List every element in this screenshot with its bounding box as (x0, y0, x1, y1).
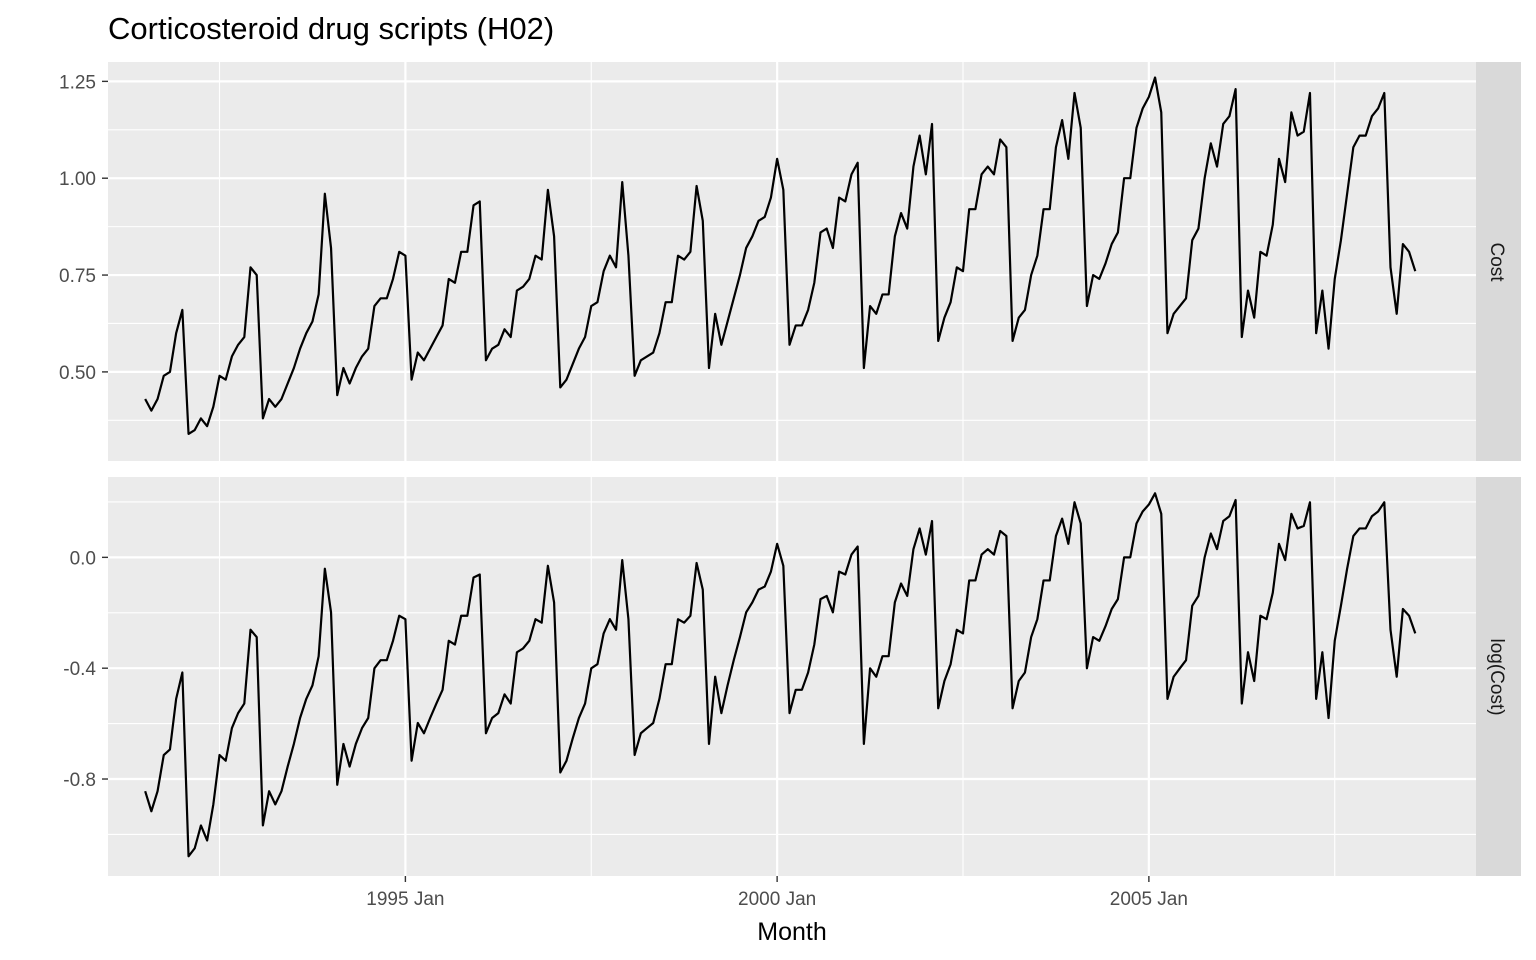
strip-cost (1476, 62, 1521, 461)
panel-log-cost-background (108, 477, 1476, 876)
panel-log-cost-gridlines (108, 477, 1476, 876)
log-cost-series-line (144, 492, 1417, 858)
strip-label-log-cost: log(Cost) (1486, 638, 1507, 715)
y-tick-label: -0.8 (63, 770, 96, 791)
strip-label-cost: Cost (1486, 242, 1507, 282)
panel-cost-background (108, 62, 1476, 461)
y-tick-label: 1.25 (59, 72, 96, 93)
panel-log-cost: -0.8 -0.4 0.0 log(Cost) (63, 477, 1521, 876)
x-axis: 1995 Jan 2000 Jan 2005 Jan (366, 876, 1188, 910)
y-tick-label: -0.4 (63, 659, 96, 680)
y-tick-label: 0.0 (70, 548, 96, 569)
chart-title: Corticosteroid drug scripts (H02) (108, 11, 554, 46)
y-tick-label: 0.75 (59, 266, 96, 287)
panel-cost-y-axis: 0.50 0.75 1.00 1.25 (59, 72, 108, 384)
x-tick-label: 1995 Jan (366, 889, 444, 910)
y-tick-label: 1.00 (59, 169, 96, 190)
x-tick-label: 2005 Jan (1110, 889, 1188, 910)
x-tick-label: 2000 Jan (738, 889, 816, 910)
panel-log-cost-y-axis: -0.8 -0.4 0.0 (63, 548, 108, 791)
strip-log-cost (1476, 477, 1521, 876)
panel-cost: 0.50 0.75 1.00 1.25 Cost (59, 62, 1521, 461)
cost-series-line (144, 76, 1417, 435)
y-tick-label: 0.50 (59, 363, 96, 384)
x-axis-title: Month (757, 918, 826, 946)
